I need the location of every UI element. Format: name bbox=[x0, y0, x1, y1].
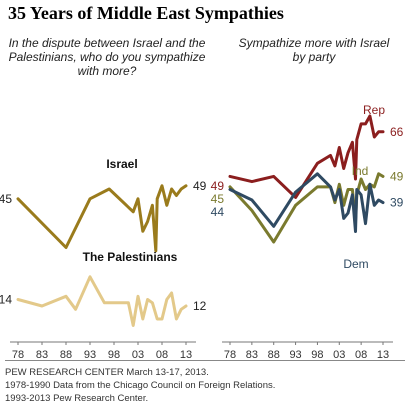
right-x-tick-label: 98 bbox=[311, 349, 323, 360]
chart-title: 35 Years of Middle East Sympathies bbox=[8, 3, 284, 23]
series-name-israel: Israel bbox=[106, 157, 137, 171]
data-note-1: 1978-1990 Data from the Chicago Council … bbox=[5, 380, 276, 391]
right-x-tick-label: 03 bbox=[333, 349, 345, 360]
left-x-tick-label: 08 bbox=[156, 349, 168, 360]
right-x-tick-label: 88 bbox=[268, 349, 280, 360]
right-chart-subtitle: Sympathize more with Israel by party bbox=[238, 36, 390, 64]
right-x-tick-label: 08 bbox=[355, 349, 367, 360]
right-x-tick-label: 93 bbox=[289, 349, 301, 360]
left-x-tick-label: 88 bbox=[60, 349, 72, 360]
left-end-label: 49 bbox=[193, 179, 207, 193]
left-x-tick-label: 83 bbox=[36, 349, 48, 360]
data-note-2: 1993-2013 Pew Research Center. bbox=[5, 393, 149, 404]
right-series-line-rep bbox=[228, 114, 385, 199]
series-name-palestinians: The Palestinians bbox=[83, 250, 178, 264]
left-x-tick-label: 93 bbox=[84, 349, 96, 360]
left-x-tick-label: 13 bbox=[180, 349, 192, 360]
right-x-tick-label: 78 bbox=[224, 349, 236, 360]
right-end-label: 66 bbox=[390, 125, 404, 139]
left-x-tick-label: 98 bbox=[108, 349, 120, 360]
right-start-label: 44 bbox=[211, 205, 225, 219]
series-name-dem: Dem bbox=[343, 257, 368, 271]
left-series-line-israel bbox=[16, 184, 188, 253]
right-x-tick-label: 13 bbox=[377, 349, 389, 360]
left-start-label: 45 bbox=[0, 192, 12, 206]
source-note: PEW RESEARCH CENTER March 13-17, 2013. bbox=[5, 367, 209, 378]
series-name-ind: Ind bbox=[352, 164, 369, 178]
right-start-label: 45 bbox=[211, 192, 225, 206]
footer-divider bbox=[5, 360, 405, 361]
right-start-label: 49 bbox=[211, 179, 225, 193]
right-x-tick-label: 83 bbox=[246, 349, 258, 360]
series-name-rep: Rep bbox=[363, 103, 385, 117]
left-series-line-the-palestinians bbox=[16, 275, 188, 327]
left-x-tick-label: 03 bbox=[132, 349, 144, 360]
left-end-label: 12 bbox=[193, 299, 207, 313]
left-x-tick-label: 78 bbox=[12, 349, 24, 360]
right-end-label: 39 bbox=[390, 196, 404, 210]
left-start-label: 14 bbox=[0, 293, 12, 307]
right-series-line-dem bbox=[228, 172, 385, 233]
right-end-label: 49 bbox=[390, 169, 404, 183]
left-chart-subtitle: In the dispute between Israel and the Pa… bbox=[8, 36, 206, 78]
